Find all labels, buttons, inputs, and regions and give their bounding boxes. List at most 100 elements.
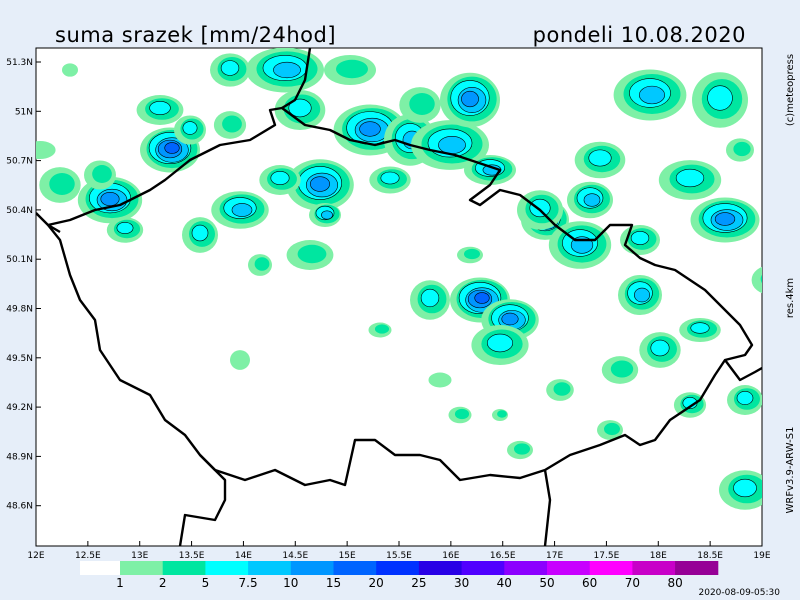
lon-tick-label: 14E	[235, 551, 252, 561]
lat-tick-label: 51.3N	[6, 58, 33, 68]
rain-cell	[288, 98, 312, 118]
rain-cell	[336, 59, 368, 79]
colorbar-segment	[80, 561, 120, 575]
rain-cell	[36, 141, 56, 159]
rain-cell	[553, 382, 571, 396]
lat-tick-label: 48.6N	[6, 502, 33, 512]
colorbar-label: 7.5	[239, 576, 258, 590]
rain-cell	[116, 222, 134, 234]
model-name: WRFv3.9-ARW-S1	[785, 427, 796, 514]
colorbar-label: 30	[454, 576, 469, 590]
colorbar-segment	[290, 561, 334, 575]
colorbar: 1 2 5 7.5 10 15 20 25 30 40 50 60 70 80	[80, 561, 719, 590]
rain-cell	[310, 176, 330, 192]
colorbar-label: 5	[202, 576, 210, 590]
border-neisse	[281, 48, 312, 110]
lat-tick-label: 50.1N	[6, 255, 33, 265]
rain-cell	[474, 292, 490, 304]
colorbar-label: 10	[283, 576, 298, 590]
rain-cell	[191, 224, 209, 242]
rain-cell	[733, 141, 751, 157]
lon-tick-label: 13E	[131, 551, 148, 561]
lat-tick-label: 49.8N	[6, 305, 33, 315]
rain-cell	[604, 422, 620, 436]
rain-cell	[733, 478, 757, 498]
rain-cell	[182, 121, 198, 135]
rain-cell	[454, 408, 470, 420]
lon-tick-label: 15.5E	[386, 551, 412, 561]
colorbar-label: 15	[326, 576, 341, 590]
rain-cell	[650, 339, 670, 357]
lon-tick-label: 15E	[339, 551, 356, 561]
borders	[36, 48, 762, 546]
lon-tick-label: 16E	[442, 551, 459, 561]
credit: (c)meteopress	[785, 54, 796, 126]
colorbar-segment	[632, 561, 676, 575]
rain-cell	[149, 101, 171, 115]
rain-cell	[634, 287, 650, 303]
rain-cell	[751, 266, 762, 294]
lon-tick-label: 17.5E	[594, 551, 620, 561]
rain-cell	[230, 350, 250, 370]
rain-cell	[464, 248, 480, 260]
rain-cell	[273, 61, 301, 79]
rain-cell	[461, 90, 479, 108]
colorbar-segment	[504, 561, 548, 575]
colorbar-segment	[675, 561, 719, 575]
colorbar-segment	[418, 561, 463, 575]
colorbar-segment	[376, 561, 420, 575]
rain-cell	[428, 372, 452, 388]
colorbar-segment	[547, 561, 591, 575]
lon-tick-label: 19E	[753, 551, 770, 561]
rain-cell	[92, 165, 112, 183]
colorbar-label: 2	[159, 576, 167, 590]
lat-tick-label: 49.5N	[6, 354, 33, 364]
rain-cell	[321, 210, 333, 220]
colorbar-segment	[205, 561, 249, 575]
lon-tick-label: 12.5E	[75, 551, 101, 561]
lon-tick-label: 18.5E	[697, 551, 723, 561]
rain-cell	[100, 192, 120, 206]
rain-cell	[231, 203, 253, 217]
rain-cell	[270, 171, 290, 185]
rain-cell	[420, 288, 440, 308]
colorbar-label: 20	[369, 576, 384, 590]
lon-tick-label: 17E	[546, 551, 563, 561]
rain-cell	[222, 115, 242, 133]
lon-tick-label: 14.5E	[282, 551, 308, 561]
lat-tick-label: 50.4N	[6, 206, 33, 216]
rain-cell	[359, 121, 381, 137]
colorbar-segment	[162, 561, 206, 575]
colorbar-segment	[461, 561, 505, 575]
rain-cell	[164, 142, 180, 154]
rain-cell	[497, 410, 507, 418]
rain-cell	[514, 443, 530, 455]
rain-cell	[220, 60, 240, 76]
colorbar-label: 70	[625, 576, 640, 590]
map-date: pondeli 10.08.2020	[533, 23, 746, 47]
colorbar-label: 80	[667, 576, 682, 590]
colorbar-label: 60	[582, 576, 597, 590]
rain-cell	[501, 312, 519, 326]
colorbar-segment	[589, 561, 633, 575]
border-germany-south	[178, 454, 227, 546]
map-title: suma srazek [mm/24hod]	[55, 23, 336, 47]
border-germany-north	[36, 212, 61, 234]
rain-cell	[675, 168, 705, 188]
colorbar-label: 1	[116, 576, 124, 590]
rain-cell	[588, 149, 612, 167]
colorbar-label: 25	[411, 576, 426, 590]
colorbar-segment	[248, 561, 292, 575]
lat-tick-label: 48.9N	[6, 452, 33, 462]
rain-cell	[690, 322, 710, 334]
rain-cell	[374, 324, 390, 334]
rain-cell	[714, 212, 736, 226]
border-slovakia-poland	[724, 359, 762, 382]
lon-tick-label: 12E	[27, 551, 44, 561]
rain-cell	[62, 63, 78, 77]
colorbar-label: 40	[497, 576, 512, 590]
colorbar-segment	[120, 561, 164, 575]
rain-cell	[438, 136, 466, 154]
rain-cell	[583, 193, 601, 207]
